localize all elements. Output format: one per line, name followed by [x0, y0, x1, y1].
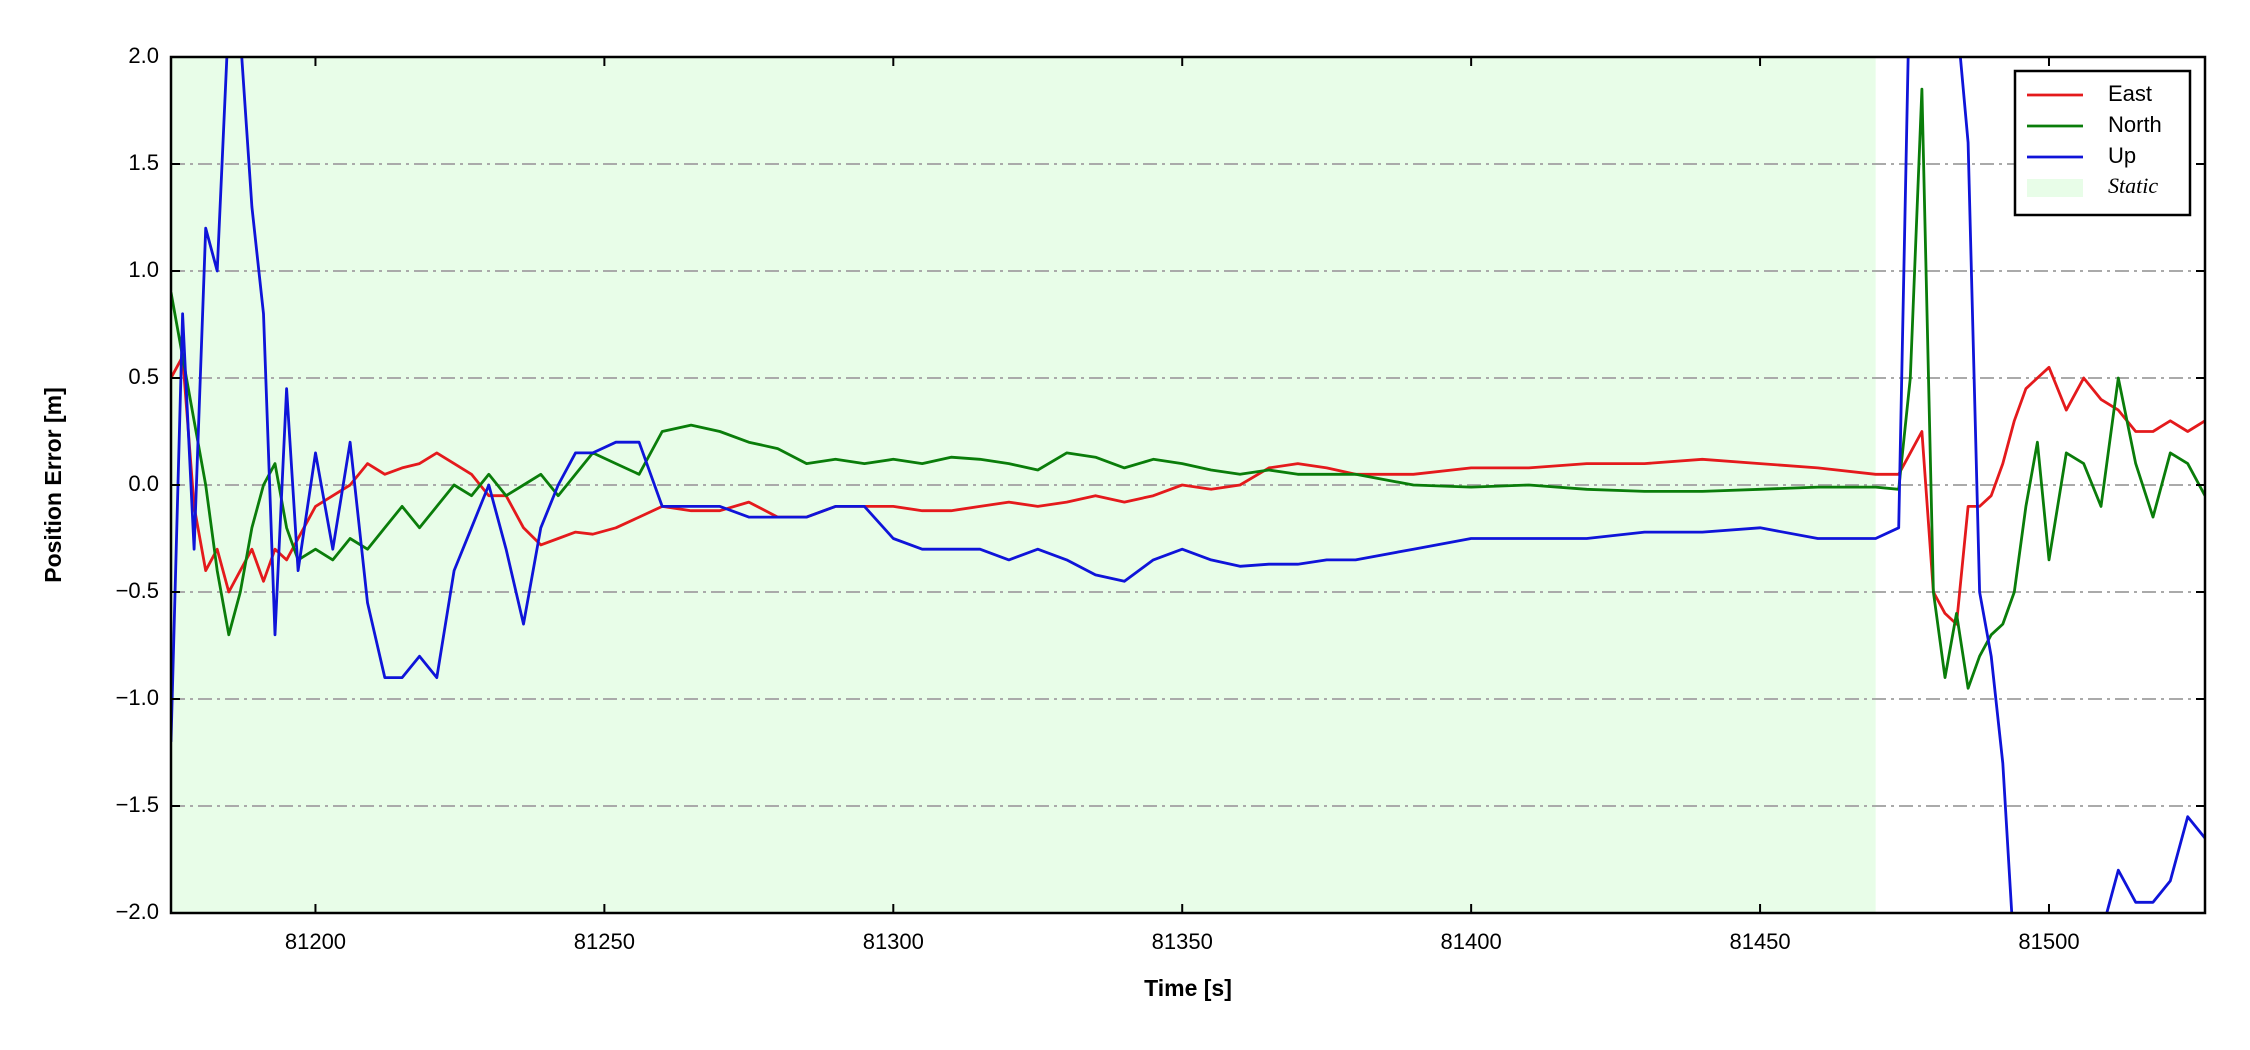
y-tick-label: −1.0: [116, 685, 159, 710]
series-line: [171, 87, 2205, 690]
x-tick-label: 81450: [1729, 929, 1790, 954]
x-axis-label: Time [s]: [1144, 975, 1232, 1001]
series-line: [171, 355, 2205, 626]
y-tick-label: 2.0: [128, 43, 159, 68]
legend-label: North: [2108, 112, 2162, 137]
y-tick-label: −1.5: [116, 792, 159, 817]
x-tick-label: 81400: [1441, 929, 1502, 954]
legend-swatch: [2027, 179, 2083, 197]
y-tick-label: 1.0: [128, 257, 159, 282]
legend-label: Up: [2108, 143, 2136, 168]
series-line: [171, 57, 2205, 913]
y-tick-label: 1.5: [128, 150, 159, 175]
y-tick-label: 0.0: [128, 471, 159, 496]
x-tick-label: 81200: [285, 929, 346, 954]
x-tick-label: 81300: [863, 929, 924, 954]
x-tick-label: 81350: [1152, 929, 1213, 954]
y-tick-label: −0.5: [116, 578, 159, 603]
x-tick-label: 81250: [574, 929, 635, 954]
y-axis-label: Position Error [m]: [40, 387, 66, 583]
y-tick-label: −2.0: [116, 899, 159, 924]
y-tick-label: 0.5: [128, 364, 159, 389]
x-tick-label: 81500: [2018, 929, 2079, 954]
legend-label: Static: [2108, 173, 2158, 198]
legend-label: East: [2108, 81, 2152, 106]
